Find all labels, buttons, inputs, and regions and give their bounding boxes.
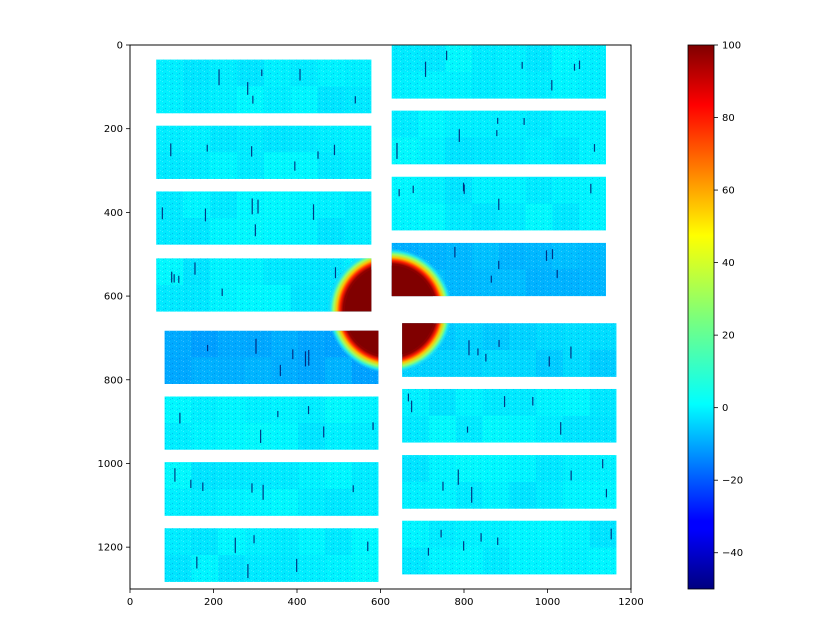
x-tick-label: 600 <box>371 597 390 608</box>
y-tick-label: 1000 <box>98 459 123 470</box>
y-axis: 0 200 400 600 800 1000 1200 <box>98 41 130 554</box>
colorbar-tick-label: 0 <box>722 403 728 414</box>
y-tick-label: 600 <box>104 292 123 303</box>
detector-panel <box>156 191 372 245</box>
colorbar-tick-label: 60 <box>722 186 735 197</box>
colorbar-tick-label: 80 <box>722 113 735 124</box>
x-axis: 0 200 400 600 800 1000 1200 <box>127 589 644 608</box>
y-tick-label: 1200 <box>98 543 123 554</box>
y-tick-label: 400 <box>104 208 123 219</box>
detector-panel <box>391 110 606 165</box>
detector-panel <box>402 520 617 575</box>
colorbar-gradient <box>687 44 715 590</box>
y-tick-label: 800 <box>104 375 123 386</box>
x-tick-label: 800 <box>454 597 473 608</box>
y-tick-label: 0 <box>117 41 123 52</box>
detector-panel <box>164 528 379 582</box>
detector-panel <box>402 388 617 443</box>
colorbar-tick-label: −40 <box>722 548 743 559</box>
y-tick-label: 200 <box>104 124 123 135</box>
colorbar-tick-label: 40 <box>722 258 735 269</box>
detector-panel <box>402 455 617 509</box>
x-tick-label: 1200 <box>618 597 643 608</box>
detector-panels <box>156 45 617 582</box>
detector-panel <box>164 462 379 516</box>
colorbar: 100 80 60 40 20 0 −20 −40 <box>687 41 743 590</box>
x-tick-label: 1000 <box>535 597 560 608</box>
colorbar-tick-label: −20 <box>722 476 743 487</box>
x-tick-label: 200 <box>204 597 223 608</box>
colorbar-tick-label: 20 <box>722 331 735 342</box>
detector-panel <box>402 323 617 377</box>
detector-panel <box>156 59 372 114</box>
x-tick-label: 0 <box>127 597 133 608</box>
x-tick-label: 400 <box>287 597 306 608</box>
detector-panel <box>391 176 606 231</box>
detector-panel <box>391 45 606 99</box>
detector-panel <box>164 396 379 450</box>
detector-panel <box>156 125 372 179</box>
colorbar-tick-label: 100 <box>722 41 741 52</box>
